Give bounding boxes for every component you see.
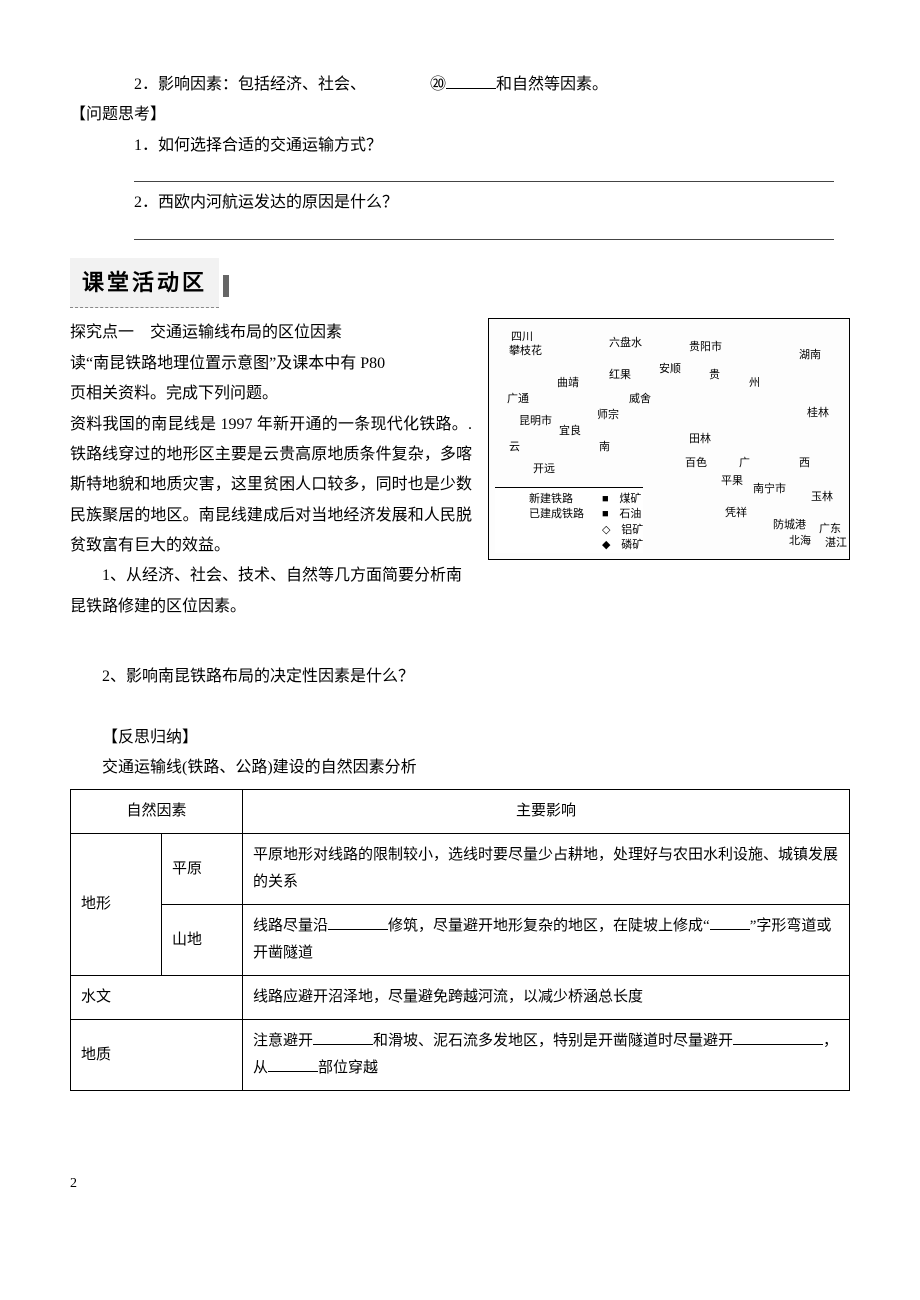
read-line-1: 读“南昆铁路地理位置示意图”及课本中有 P80 <box>70 349 472 379</box>
diamond-filled-icon: ◆ <box>602 538 610 553</box>
map-legend: 新建铁路 已建成铁路 ■ 煤矿 ■ 石油 ◇ 铝矿 ◆ 磷矿 <box>495 487 643 554</box>
map-city-label: 州 <box>749 373 760 394</box>
map-city-label: 攀枝花 <box>509 341 542 362</box>
wenti-q1: 1．如何选择合适的交通运输方式？ <box>70 131 850 161</box>
geo-suf: 部位穿越 <box>318 1060 378 1076</box>
map-city-label: 湖南 <box>799 345 821 366</box>
banner-bar-icon <box>223 275 229 297</box>
table-header-row: 自然因素 主要影响 <box>71 790 850 834</box>
sub-mountain: 山地 <box>162 905 243 976</box>
wenti-q2: 2．西欧内河航运发达的原因是什么？ <box>70 188 850 218</box>
blank-mt1 <box>328 929 388 930</box>
map-city-label: 南宁市 <box>753 479 786 500</box>
map-city-label: 云 <box>509 437 520 458</box>
fansi-sub: 交通运输线(铁路、公路)建设的自然因素分析 <box>70 753 850 783</box>
legend-r2: 石油 <box>619 507 641 522</box>
circled-20: ⑳ <box>366 70 446 100</box>
geo-pre: 注意避开 <box>253 1033 313 1049</box>
sub-plain: 平原 <box>162 834 243 905</box>
map-city-label: 玉林 <box>811 487 833 508</box>
ziliao-paragraph: 资料我国的南昆线是 1997 年新开通的一条现代化铁路。. 铁路线穿过的地形区主… <box>70 410 472 562</box>
blank-geo1 <box>313 1044 373 1045</box>
map-city-label: 桂林 <box>807 403 829 424</box>
blank-geo3 <box>268 1071 318 1072</box>
map-column: 新建铁路 已建成铁路 ■ 煤矿 ■ 石油 ◇ 铝矿 ◆ 磷矿 <box>488 318 850 560</box>
map-city-label: 百色 <box>685 453 707 474</box>
wenti-heading: 【问题思考】 <box>70 100 850 130</box>
legend-oil: ■ 石油 <box>602 507 643 522</box>
section-banner: 课堂活动区 <box>70 258 850 309</box>
left-text-column: 探究点一 交通运输线布局的区位因素 读“南昆铁路地理位置示意图”及课本中有 P8… <box>70 318 472 622</box>
legend-l1: 新建铁路 <box>529 492 573 507</box>
map-city-label: 田林 <box>689 429 711 450</box>
factor-suffix: 和自然等因素。 <box>496 76 608 93</box>
map-city-label: 湛江 <box>825 533 847 554</box>
factor-prefix: 2．影响因素：包括经济、社会、 <box>134 76 366 93</box>
map-city-label: 威舍 <box>629 389 651 410</box>
map-city-label: 贵阳市 <box>689 337 722 358</box>
map-city-label: 凭祥 <box>725 503 747 524</box>
map-city-label: 宜良 <box>559 421 581 442</box>
map-city-label: 红果 <box>609 365 631 386</box>
mt-mid: 修筑，尽量避开地形复杂的地区，在陡坡上修成“ <box>388 918 710 934</box>
factors-table: 自然因素 主要影响 地形 平原 平原地形对线路的限制较小，选线时要尽量少占耕地，… <box>70 789 850 1091</box>
legend-built-rail: 已建成铁路 <box>495 507 584 522</box>
banner-box: 课堂活动区 <box>70 258 219 309</box>
nankun-map: 新建铁路 已建成铁路 ■ 煤矿 ■ 石油 ◇ 铝矿 ◆ 磷矿 <box>488 318 850 560</box>
fansi-heading: 【反思归纳】 <box>70 723 850 753</box>
cat-hydro: 水文 <box>71 976 243 1020</box>
page-number: 2 <box>70 1171 850 1198</box>
geo-text: 注意避开和滑坡、泥石流多发地区，特别是开凿隧道时尽量避开，从部位穿越 <box>243 1020 850 1091</box>
map-city-label: 北海 <box>789 531 811 552</box>
read-line-2: 页相关资料。完成下列问题。 <box>70 379 472 409</box>
map-city-label: 平果 <box>721 471 743 492</box>
hydro-text: 线路应避开沼泽地，尽量避免跨越河流，以减少桥涵总长度 <box>243 976 850 1020</box>
square-icon: ■ <box>602 492 609 507</box>
legend-coal: ■ 煤矿 <box>602 492 643 507</box>
map-city-label: 安顺 <box>659 359 681 380</box>
tanjiu-title: 探究点一 交通运输线布局的区位因素 <box>70 318 472 348</box>
sub-q2: 2、影响南昆铁路布局的决定性因素是什么？ <box>70 662 850 692</box>
cat-terrain: 地形 <box>71 834 162 976</box>
content-two-col: 探究点一 交通运输线布局的区位因素 读“南昆铁路地理位置示意图”及课本中有 P8… <box>70 318 850 622</box>
table-row: 地形 平原 平原地形对线路的限制较小，选线时要尽量少占耕地，处理好与农田水利设施… <box>71 834 850 905</box>
banner-text: 课堂活动区 <box>82 270 207 295</box>
diamond-icon: ◇ <box>602 523 610 538</box>
blank-geo2 <box>733 1044 823 1045</box>
cat-geo: 地质 <box>71 1020 243 1091</box>
mountain-text: 线路尽量沿修筑，尽量避开地形复杂的地区，在陡坡上修成“”字形弯道或开凿隧道 <box>243 905 850 976</box>
th-factors: 自然因素 <box>71 790 243 834</box>
legend-al: ◇ 铝矿 <box>602 523 643 538</box>
map-city-label: 贵 <box>709 365 720 386</box>
map-city-label: 曲靖 <box>557 373 579 394</box>
map-city-label: 广通 <box>507 389 529 410</box>
legend-l2: 已建成铁路 <box>529 507 584 522</box>
geo-mid1: 和滑坡、泥石流多发地区，特别是开凿隧道时尽量避开 <box>373 1033 733 1049</box>
sub-q1: 1、从经济、社会、技术、自然等几方面简要分析南昆铁路修建的区位因素。 <box>70 561 472 622</box>
blank-20 <box>446 88 496 89</box>
answer-line-1 <box>134 167 834 182</box>
table-row: 地质 注意避开和滑坡、泥石流多发地区，特别是开凿隧道时尽量避开，从部位穿越 <box>71 1020 850 1091</box>
th-effect: 主要影响 <box>243 790 850 834</box>
map-city-label: 南 <box>599 437 610 458</box>
answer-line-2 <box>134 225 834 240</box>
map-city-label: 六盘水 <box>609 333 642 354</box>
table-row: 山地 线路尽量沿修筑，尽量避开地形复杂的地区，在陡坡上修成“”字形弯道或开凿隧道 <box>71 905 850 976</box>
legend-r4: 磷矿 <box>621 538 643 553</box>
square-icon-2: ■ <box>602 507 609 522</box>
legend-p: ◆ 磷矿 <box>602 538 643 553</box>
legend-new-rail: 新建铁路 <box>495 492 584 507</box>
mt-pre: 线路尽量沿 <box>253 918 328 934</box>
table-row: 水文 线路应避开沼泽地，尽量避免跨越河流，以减少桥涵总长度 <box>71 976 850 1020</box>
plain-text: 平原地形对线路的限制较小，选线时要尽量少占耕地，处理好与农田水利设施、城镇发展的… <box>243 834 850 905</box>
map-city-label: 昆明市 <box>519 411 552 432</box>
legend-r3: 铝矿 <box>621 523 643 538</box>
legend-r1: 煤矿 <box>619 492 641 507</box>
map-city-label: 西 <box>799 453 810 474</box>
map-city-label: 师宗 <box>597 405 619 426</box>
map-city-label: 开远 <box>533 459 555 480</box>
blank-mt2 <box>710 929 750 930</box>
factor-line: 2．影响因素：包括经济、社会、⑳ 和自然等因素。 <box>70 70 850 100</box>
